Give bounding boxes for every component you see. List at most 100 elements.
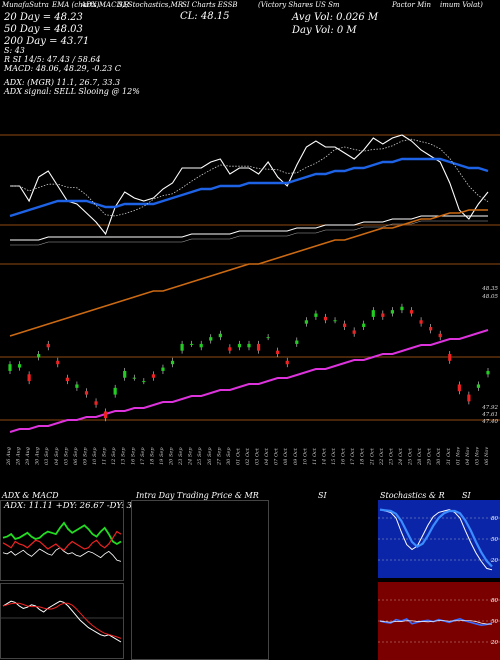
candle-body [94,401,98,405]
ema50-line [10,215,488,241]
date-tick-label: 24 Sep [188,447,194,466]
candle-body [104,411,108,419]
date-tick-label: 03 Oct [255,447,261,465]
date-tick-label: 26 Sep [207,447,213,466]
date-tick-label: 27 Sep [216,447,222,466]
date-tick-label: 11 Oct [312,447,318,465]
price-level-label: 47.40 [481,419,498,425]
date-tick-label: 30 Aug [35,447,41,465]
day-volume: Day Vol: 0 M [292,25,357,36]
adx-panel-readout: ADX: 11.11 +DY: 26.67 -DY: 33.33 [4,501,151,511]
date-tick-label: 16 Oct [341,447,347,465]
candle-body [237,343,242,348]
candle-body [27,374,31,382]
date-tick-label: 04 Nov [465,447,471,465]
candle-body [333,320,337,322]
close-price: CL: 48.15 [180,11,230,22]
candle-body [180,343,184,351]
date-tick-label: 07 Oct [274,447,280,465]
date-tick-label: 01 Oct [235,447,241,465]
price-level-label: 48.05 [481,294,498,300]
date-tick-label: 18 Oct [360,447,366,465]
price-level-label: 47.92 [481,405,498,411]
date-tick-label: 26 Aug [6,447,12,466]
candle-body [75,384,79,388]
ema-lines [9,134,489,433]
candle-body [170,360,175,365]
intraday-panel-si: SI [318,491,327,500]
candle-body [161,367,165,371]
date-tick-label: 05 Nov [474,447,480,465]
candle-body [362,323,366,328]
candle-body [8,364,12,371]
date-tick-label: 30 Sep [226,447,232,465]
candle-body [65,377,69,382]
date-tick-label: 06 Sep [73,447,79,465]
candle-body [151,374,155,378]
date-tick-label: 13 Sep [121,447,127,465]
date-tick-label: 22 Oct [379,447,385,466]
candle-body [190,343,194,345]
candle-body [352,330,356,334]
candle-body [266,337,270,339]
date-tick-label: 04 Oct [264,447,270,465]
candle-body [343,323,347,328]
ema50-readout: 50 Day = 48.03 [4,24,83,35]
candle-body [295,340,299,344]
date-tick-label: 17 Sep [140,447,146,465]
candle-body [113,387,117,395]
stoch-level-label: 80 [491,516,498,522]
ema20-line [9,157,489,218]
date-tick-label: 05 Sep [63,447,69,465]
candle-body [17,364,22,368]
candle-body [132,377,136,379]
candle-body [448,354,452,361]
intraday-panel-title: Intra Day Trading Price & MR [136,491,259,500]
candle-body [457,384,461,392]
candle-body [256,343,261,351]
candle-body [247,343,251,348]
candle-body [285,360,289,365]
ema-long-line [9,329,489,433]
avg-volume: Avg Vol: 0.026 M [292,12,379,23]
date-tick-label: 28 Aug [16,447,22,466]
date-tick-label: 09 Sep [82,447,88,465]
header-t6: Pactor Min [392,1,432,9]
stoch-readout: S: 43 [4,46,25,55]
price-level-label: 47.61 [481,412,498,418]
adx-frame [0,500,124,581]
ema200-line [9,209,488,337]
header-t7: imum Volat) [440,1,483,9]
rsi-lines [379,617,493,627]
macd-lines [1,600,123,643]
candle-body [276,350,280,355]
header-t3: SI,Stochastics,MR [118,1,184,9]
ema200-readout: 200 Day = 43.71 [4,36,90,47]
candle-body [37,354,41,358]
date-tick-label: 12 Sep [111,447,117,465]
stoch-panel-title: Stochastics & R [380,491,445,500]
rsi-level-label: 50 [491,619,498,625]
date-tick-label: 24 Oct [398,447,404,466]
date-tick-label: 21 Oct [369,447,375,466]
date-tick-label: 10 Sep [92,447,98,465]
candle-body [371,310,375,317]
rsi-level-label: 20 [490,640,498,646]
candle-body [228,347,232,351]
stoch-lines [379,508,493,571]
header-t4: SI Charts ESSB [182,1,238,9]
date-tick-label: 20 Sep [169,447,175,466]
adx-signal: ADX signal: SELL Slooing @ 12% [4,87,140,96]
date-tick-label: 06 Nov [484,447,490,465]
price-level-label: 48.35 [481,286,498,292]
date-tick-label: 30 Oct [436,447,442,465]
candle-body [123,370,127,378]
date-tick-label: 15 Oct [331,447,337,465]
header-t1: EMA (charts) [52,1,100,9]
date-tick-label: 25 Sep [197,447,203,466]
date-tick-label: 10 Oct [302,447,308,465]
date-tick-label: 02 Oct [245,447,251,465]
candle-body [390,310,394,314]
